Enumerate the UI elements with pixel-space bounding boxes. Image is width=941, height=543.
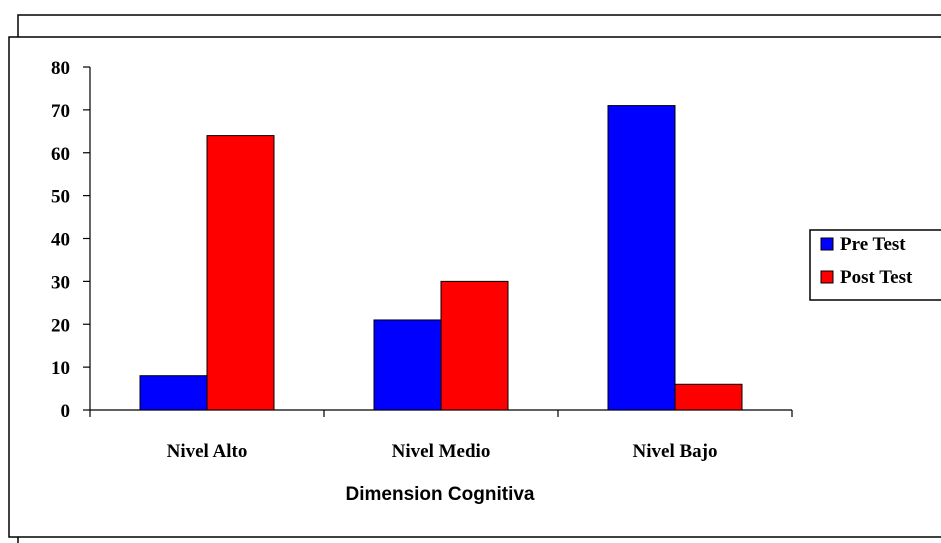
bar-post-test (440, 280, 509, 411)
legend-swatch (820, 237, 834, 251)
x-category-label: Nivel Bajo (633, 441, 718, 462)
y-axis: 0 10 20 30 40 50 60 70 80 (51, 58, 91, 422)
y-tick-label: 60 (51, 144, 70, 165)
y-tick-label: 40 (51, 230, 70, 251)
legend-label: Pre Test (840, 234, 906, 255)
x-category-label: Nivel Medio (392, 441, 491, 462)
bar-post-test (674, 383, 743, 411)
y-tick-label: 70 (51, 101, 70, 122)
x-category-label: Nivel Alto (167, 441, 248, 462)
category-labels: Nivel Alto Nivel Medio Nivel Bajo (167, 441, 718, 462)
bar-pre-test (607, 105, 676, 411)
y-tick-label: 50 (51, 187, 70, 208)
y-tick-label: 10 (51, 358, 70, 379)
legend-label: Post Test (840, 267, 913, 288)
y-tick-label: 30 (51, 272, 70, 293)
legend-swatch (820, 270, 834, 284)
bar-post-test (206, 135, 275, 411)
y-tick-label: 0 (61, 401, 71, 422)
y-tick-label: 20 (51, 315, 70, 336)
x-axis-title: Dimension Cognitiva (346, 484, 535, 505)
bars (139, 105, 743, 411)
legend-box (809, 229, 941, 301)
bar-pre-test (139, 375, 208, 411)
y-tick-label: 80 (51, 58, 70, 79)
bar-pre-test (373, 319, 442, 411)
legend: Pre Test Post Test (809, 229, 941, 301)
